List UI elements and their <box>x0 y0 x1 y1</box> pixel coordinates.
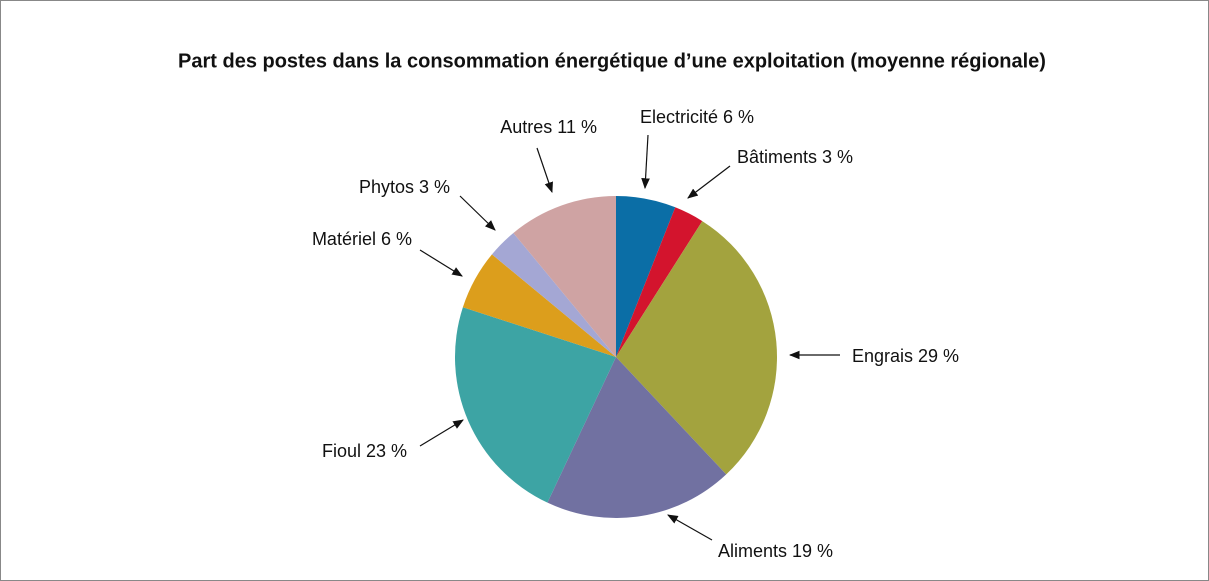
slice-value: 19 % <box>792 541 833 561</box>
slice-value: 23 % <box>366 441 407 461</box>
slice-label: Matériel 6 % <box>312 229 412 249</box>
slice-label: Aliments 19 % <box>718 541 833 561</box>
slice-name: Electricité <box>640 107 718 127</box>
pie-slice <box>616 207 703 357</box>
slice-value: 3 % <box>822 147 853 167</box>
label-arrow <box>667 514 713 541</box>
label-arrow <box>459 195 496 231</box>
label-arrow <box>641 134 650 190</box>
slice-value: 6 % <box>381 229 412 249</box>
pie-slice <box>547 357 727 518</box>
slice-name: Autres <box>500 117 552 137</box>
slice-label: Electricité 6 % <box>640 107 754 127</box>
label-arrow <box>536 147 553 194</box>
slice-value: 11 % <box>557 117 597 137</box>
slice-name: Phytos <box>359 177 414 197</box>
pie-slice <box>616 196 676 357</box>
slice-name: Aliments <box>718 541 787 561</box>
chart-title: Part des postes dans la consommation éne… <box>178 50 1046 72</box>
slice-value: 6 % <box>723 107 754 127</box>
slice-value: 29 % <box>918 346 959 366</box>
slice-label: Engrais 29 % <box>852 346 959 366</box>
pie-slice <box>513 196 616 357</box>
slice-label: Fioul 23 % <box>322 441 407 461</box>
slice-name: Fioul <box>322 441 361 461</box>
pie-slice <box>616 221 778 475</box>
slice-name: Engrais <box>852 346 913 366</box>
slice-label: Autres 11 % <box>500 117 597 137</box>
pie-slice <box>491 232 616 357</box>
label-arrow <box>687 165 731 199</box>
label-arrow <box>419 419 464 447</box>
pie-slice <box>455 307 616 503</box>
pie-slice <box>462 254 616 357</box>
label-arrow <box>419 249 463 277</box>
slice-value: 3 % <box>419 177 450 197</box>
slice-label: Bâtiments 3 % <box>737 147 853 167</box>
slice-name: Matériel <box>312 229 376 249</box>
slice-name: Bâtiments <box>737 147 817 167</box>
slice-label: Phytos 3 % <box>359 177 450 197</box>
